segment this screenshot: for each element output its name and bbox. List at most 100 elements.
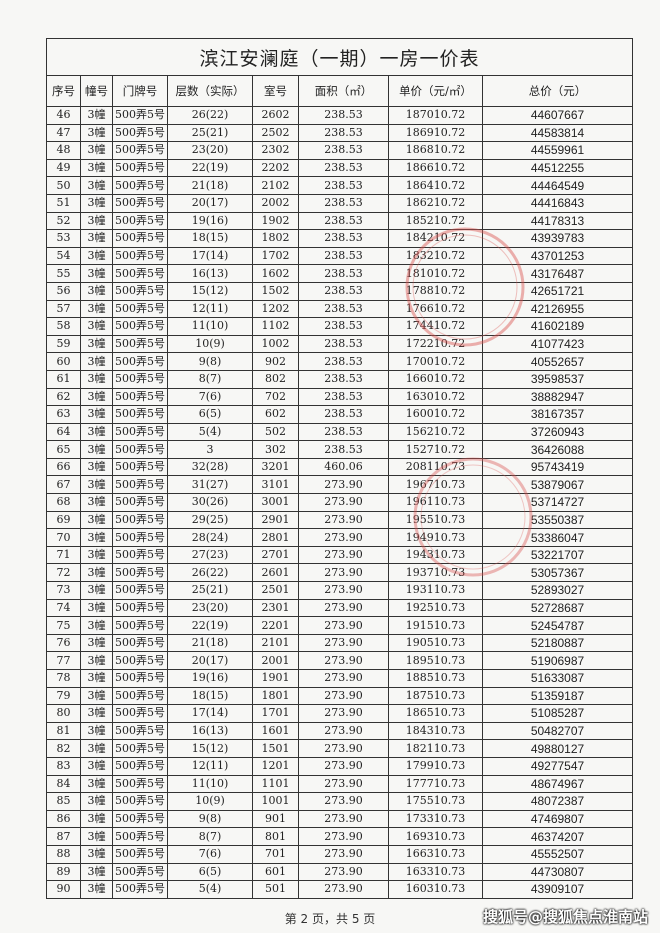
room-cell: 2602	[252, 106, 299, 125]
unit-price-cell: 191510.73	[388, 616, 483, 635]
area-cell: 273.90	[298, 581, 389, 600]
column-header: 序号	[46, 75, 81, 107]
floor-cell: 15(12)	[167, 281, 253, 301]
address-cell: 500弄5号	[112, 756, 168, 776]
address-cell: 500弄5号	[112, 704, 168, 723]
building-cell: 3幢	[80, 563, 113, 583]
address-cell: 500弄5号	[112, 334, 168, 354]
unit-price-cell: 160010.72	[388, 405, 483, 424]
area-cell: 273.90	[298, 563, 389, 583]
unit-price-cell: 184310.73	[388, 721, 483, 741]
total-price-cell: 44178313	[481, 211, 634, 231]
table-row: 72 3幢 500弄5号 26(22) 2601 273.90 193710.73 53057…	[46, 563, 634, 583]
area-cell: 238.53	[298, 246, 389, 266]
floor-cell: 32(28)	[167, 457, 253, 477]
row-number-cell: 80	[46, 704, 81, 723]
floor-cell: 15(12)	[167, 739, 253, 758]
row-number-cell: 64	[46, 422, 81, 442]
row-number-cell: 81	[46, 721, 81, 741]
room-cell: 1501	[252, 739, 299, 758]
floor-cell: 23(20)	[167, 141, 253, 160]
room-cell: 701	[252, 844, 299, 864]
address-cell: 500弄5号	[112, 281, 168, 301]
area-cell: 273.90	[298, 598, 389, 618]
row-number-cell: 82	[46, 739, 81, 758]
address-cell: 500弄5号	[112, 721, 168, 741]
floor-cell: 20(17)	[167, 193, 253, 213]
unit-price-cell: 187010.72	[388, 106, 483, 125]
room-cell: 3101	[252, 475, 299, 495]
room-cell: 2301	[252, 598, 299, 618]
address-cell: 500弄5号	[112, 264, 168, 283]
room-cell: 601	[252, 862, 299, 882]
address-cell: 500弄5号	[112, 246, 168, 266]
room-cell: 302	[252, 440, 299, 459]
row-number-cell: 49	[46, 158, 81, 178]
floor-cell: 10(9)	[167, 334, 253, 354]
floor-cell: 12(11)	[167, 299, 253, 319]
total-price-cell: 46374207	[481, 827, 634, 846]
area-cell: 273.90	[298, 493, 389, 512]
area-cell: 273.90	[298, 827, 389, 846]
address-cell: 500弄5号	[112, 387, 168, 407]
area-cell: 238.53	[298, 334, 389, 354]
total-price-cell: 44730807	[481, 862, 634, 882]
table-row: 74 3幢 500弄5号 23(20) 2301 273.90 192510.73 52728…	[46, 598, 634, 618]
unit-price-cell: 179910.73	[388, 756, 483, 776]
total-price-cell: 52454787	[481, 616, 634, 635]
room-cell: 1602	[252, 264, 299, 283]
room-cell: 2002	[252, 193, 299, 213]
area-cell: 238.53	[298, 281, 389, 301]
address-cell: 500弄5号	[112, 106, 168, 125]
building-cell: 3幢	[80, 809, 113, 829]
room-cell: 1902	[252, 211, 299, 231]
table-row: 82 3幢 500弄5号 15(12) 1501 273.90 182110.73 49880…	[46, 739, 634, 758]
row-number-cell: 69	[46, 510, 81, 530]
area-cell: 273.90	[298, 651, 389, 670]
row-number-cell: 50	[46, 176, 81, 195]
floor-cell: 5(4)	[167, 880, 253, 899]
column-header: 层数（实际）	[167, 75, 253, 107]
room-cell: 2502	[252, 123, 299, 143]
unit-price-cell: 177710.73	[388, 774, 483, 794]
row-number-cell: 87	[46, 827, 81, 846]
area-cell: 238.53	[298, 193, 389, 213]
building-cell: 3幢	[80, 369, 113, 389]
row-number-cell: 76	[46, 633, 81, 653]
building-cell: 3幢	[80, 774, 113, 794]
table-row: 59 3幢 500弄5号 10(9) 1002 238.53 172210.72 410774…	[46, 334, 634, 354]
area-cell: 238.53	[298, 264, 389, 283]
table-row: 58 3幢 500弄5号 11(10) 1102 238.53 174410.72 41602…	[46, 317, 634, 336]
area-cell: 273.90	[298, 704, 389, 723]
row-number-cell: 57	[46, 299, 81, 319]
total-price-cell: 53879067	[481, 475, 634, 495]
row-number-cell: 65	[46, 440, 81, 459]
address-cell: 500弄5号	[112, 862, 168, 882]
building-cell: 3幢	[80, 721, 113, 741]
area-cell: 273.90	[298, 475, 389, 495]
building-cell: 3幢	[80, 545, 113, 565]
building-cell: 3幢	[80, 193, 113, 213]
floor-cell: 6(5)	[167, 862, 253, 882]
room-cell: 3201	[252, 457, 299, 477]
address-cell: 500弄5号	[112, 475, 168, 495]
address-cell: 500弄5号	[112, 809, 168, 829]
total-price-cell: 52180887	[481, 633, 634, 653]
row-number-cell: 53	[46, 229, 81, 248]
table-row: 70 3幢 500弄5号 28(24) 2801 273.90 194910.73 53386…	[46, 528, 634, 547]
unit-price-cell: 186610.72	[388, 158, 483, 178]
unit-price-cell: 173310.73	[388, 809, 483, 829]
address-cell: 500弄5号	[112, 299, 168, 319]
unit-price-cell: 181010.72	[388, 264, 483, 283]
building-cell: 3幢	[80, 176, 113, 195]
room-cell: 702	[252, 387, 299, 407]
area-cell: 238.53	[298, 387, 389, 407]
address-cell: 500弄5号	[112, 616, 168, 635]
total-price-cell: 95743419	[481, 457, 634, 477]
total-price-cell: 53386047	[481, 528, 634, 547]
floor-cell: 11(10)	[167, 317, 253, 336]
room-cell: 1701	[252, 704, 299, 723]
total-price-cell: 38882947	[481, 387, 634, 407]
room-cell: 802	[252, 369, 299, 389]
room-cell: 1502	[252, 281, 299, 301]
